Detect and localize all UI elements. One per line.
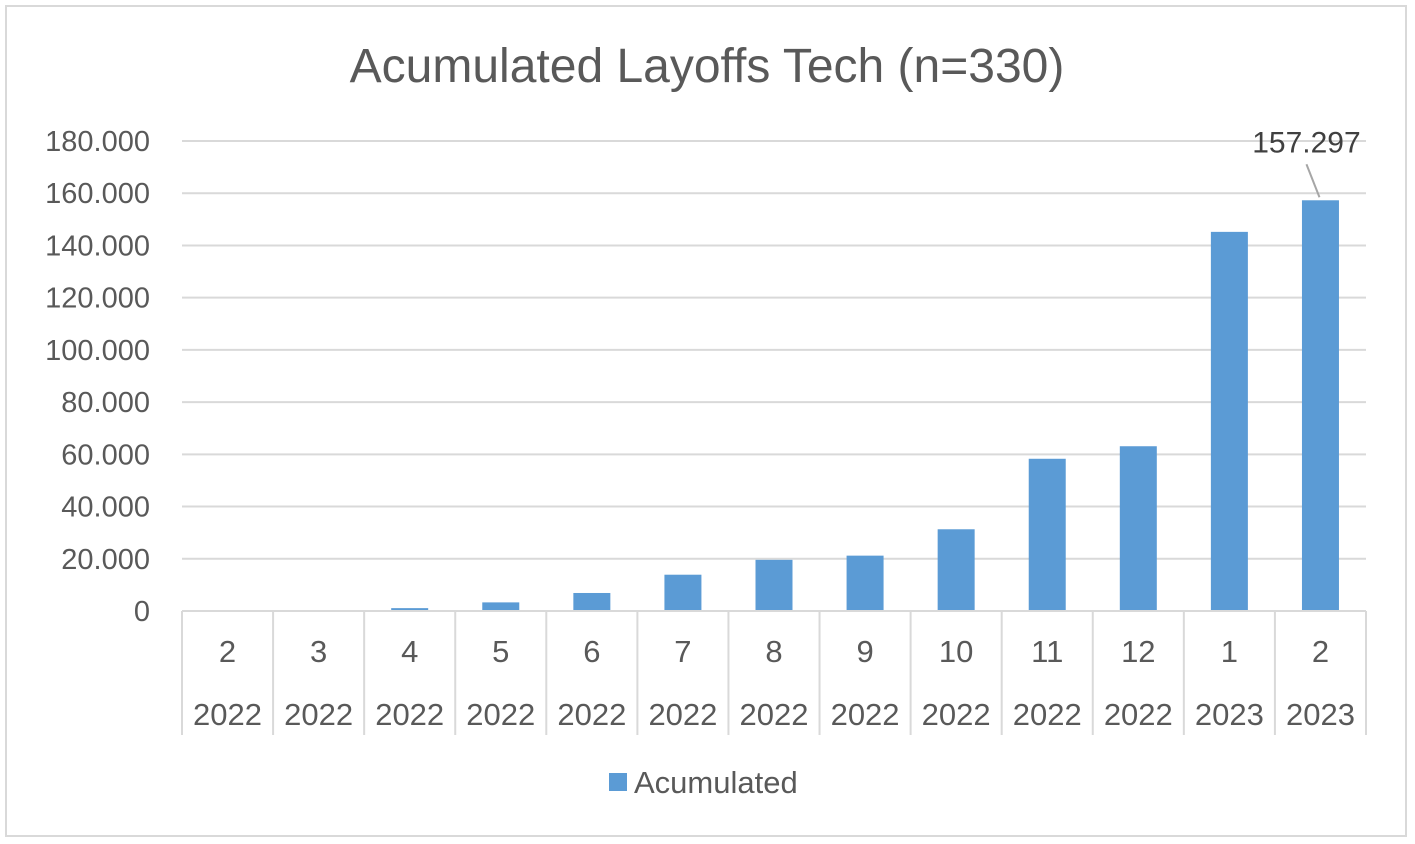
chart-title: Acumulated Layoffs Tech (n=330) — [350, 40, 1065, 93]
x-tick-label-month: 1 — [1221, 634, 1238, 669]
x-tick-label-year: 2023 — [1286, 697, 1355, 732]
bar — [846, 555, 884, 611]
x-tick-label-year: 2022 — [193, 697, 262, 732]
y-tick-label: 60.000 — [61, 439, 150, 471]
bar — [573, 592, 611, 611]
data-label-leader — [1305, 163, 1321, 198]
x-tick-label-year: 2022 — [831, 697, 900, 732]
bar — [755, 559, 793, 611]
x-tick-label-month: 3 — [310, 634, 327, 669]
x-tick-label-month: 7 — [674, 634, 691, 669]
gridlines — [182, 140, 1366, 560]
bar — [1210, 231, 1248, 611]
bars — [209, 200, 1339, 611]
bar — [391, 608, 429, 611]
x-tick-label-year: 2022 — [922, 697, 991, 732]
x-tick-label-year: 2023 — [1195, 697, 1264, 732]
y-tick-label: 180.000 — [45, 126, 150, 158]
x-tick-label-year: 2022 — [740, 697, 809, 732]
x-tick-label-month: 11 — [1031, 634, 1063, 669]
y-tick-label: 40.000 — [61, 492, 150, 524]
legend-swatch — [609, 773, 627, 791]
y-tick-label: 20.000 — [61, 544, 150, 576]
x-tick-label-month: 2 — [219, 634, 236, 669]
x-tick-label-year: 2022 — [1104, 697, 1173, 732]
bar — [664, 574, 702, 611]
y-tick-label: 120.000 — [45, 283, 150, 315]
x-axis: 2 2022 3 2022 4 2022 5 2022 6 2022 7 2022 8 2022 9 2022… — [181, 610, 1367, 735]
x-tick-label-year: 2022 — [466, 697, 535, 732]
x-tick-label-month: 4 — [401, 634, 418, 669]
x-tick-label-year: 2022 — [284, 697, 353, 732]
data-labels: 157.297 — [1252, 126, 1361, 198]
y-tick-label: 160.000 — [45, 178, 150, 210]
x-tick-label-month: 9 — [856, 634, 873, 669]
x-tick-label-month: 10 — [939, 634, 973, 669]
x-tick-label-month: 2 — [1312, 634, 1329, 669]
bar — [937, 529, 975, 611]
bar — [1028, 458, 1066, 611]
x-tick-label-year: 2022 — [648, 697, 717, 732]
y-tick-label: 0 — [134, 596, 150, 628]
y-tick-label: 140.000 — [45, 230, 150, 262]
bar — [1119, 446, 1157, 611]
x-tick-label-year: 2022 — [375, 697, 444, 732]
x-tick-label-month: 6 — [583, 634, 600, 669]
legend: Acumulated — [609, 765, 798, 800]
chart-frame — [5, 5, 1407, 837]
data-label: 157.297 — [1252, 126, 1360, 159]
x-tick-label-month: 5 — [492, 634, 509, 669]
bar — [482, 602, 520, 611]
bar — [1301, 200, 1339, 611]
x-tick-label-year: 2022 — [1013, 697, 1082, 732]
x-tick-label-year: 2022 — [557, 697, 626, 732]
x-tick-label-month: 12 — [1121, 634, 1155, 669]
x-tick-label-month: 8 — [765, 634, 782, 669]
y-tick-label: 100.000 — [45, 335, 150, 367]
y-tick-label: 80.000 — [61, 387, 150, 419]
legend-label: Acumulated — [634, 765, 798, 800]
y-axis: 0 20.000 40.000 60.000 80.000 100.000 120.000 1… — [45, 126, 150, 628]
